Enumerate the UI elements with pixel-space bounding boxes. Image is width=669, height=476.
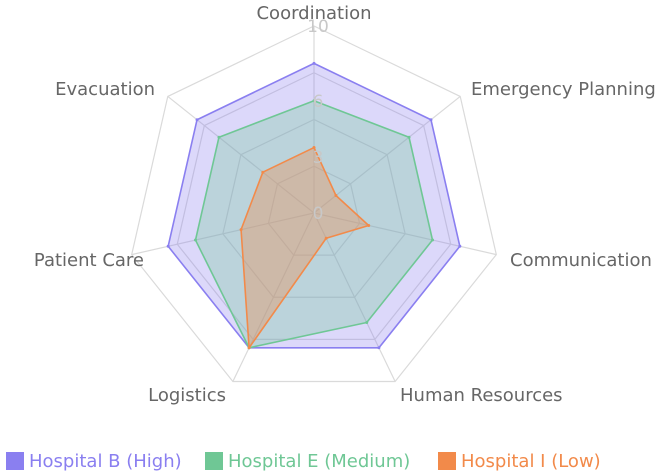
series-hospital-b-high [166,61,462,350]
tick-label: 0 [313,204,324,224]
grid-ring [176,72,452,340]
tick-label: 10 [307,17,329,37]
axis-spoke-communication [313,212,497,256]
data-point-emergency-planning[interactable] [407,135,411,139]
axis-spoke-patient-care [131,212,315,256]
data-point-evacuation[interactable] [217,135,221,139]
axis-spoke-logistics [232,212,315,382]
data-point-communication[interactable] [431,238,435,242]
data-point-coordination[interactable] [312,61,316,65]
series-area [194,100,434,349]
axis-label-emergency-planning: Emergency Planning [471,79,656,100]
legend-item-hospital-b-high[interactable]: Hospital B (High) [6,451,182,472]
data-point-communication[interactable] [458,244,462,248]
data-point-evacuation[interactable] [195,118,199,122]
tick-label: 3 [313,148,324,168]
radar-grid [131,25,497,383]
data-point-logistics[interactable] [247,346,251,350]
grid-ring [222,118,406,298]
data-point-communication[interactable] [367,223,371,227]
data-point-patient-care[interactable] [193,238,197,242]
data-point-patient-care[interactable] [166,244,170,248]
legend-swatch [205,452,223,470]
axis-label-evacuation: Evacuation [55,79,155,100]
legend-swatch [438,452,456,470]
axis-labels: Coordination Emergency Planning Communicat… [34,3,656,406]
grid-ring [131,25,497,383]
data-point-patient-care[interactable] [239,228,243,232]
tick-label: 6 [313,92,324,112]
data-point-coordination[interactable] [312,99,316,103]
legend-swatch [6,452,24,470]
axis-spoke-human-resources [313,212,396,382]
axis-label-coordination: Coordination [256,3,371,24]
legend-label: Hospital B (High) [29,451,182,472]
data-point-human-resources[interactable] [377,346,381,350]
legend-item-hospital-i-low[interactable]: Hospital I (Low) [438,451,601,472]
axis-label-patient-care: Patient Care [34,250,144,271]
axis-label-human-resources: Human Resources [400,385,563,406]
data-point-coordination[interactable] [312,146,316,150]
axis-spoke-evacuation [167,95,315,214]
axis-spoke-emergency-planning [313,95,461,214]
data-point-human-resources[interactable] [365,321,369,325]
data-point-evacuation[interactable] [261,170,265,174]
radar-series [166,61,462,350]
data-point-human-resources[interactable] [324,236,328,240]
axis-label-logistics: Logistics [148,385,226,406]
axis-label-communication: Communication [510,250,652,271]
legend[interactable]: Hospital B (High) Hospital E (Medium) Hosp… [6,451,601,472]
radial-ticks: 0 3 6 10 [307,17,329,224]
legend-label: Hospital E (Medium) [228,451,410,472]
series-area [167,62,461,349]
legend-label: Hospital I (Low) [461,451,601,472]
series-hospital-e-medium [193,99,435,350]
series-area [240,146,370,349]
data-point-emergency-planning[interactable] [429,118,433,122]
data-point-emergency-planning[interactable] [334,194,338,198]
legend-item-hospital-e-medium[interactable]: Hospital E (Medium) [205,451,410,472]
series-hospital-i-low [239,146,371,350]
